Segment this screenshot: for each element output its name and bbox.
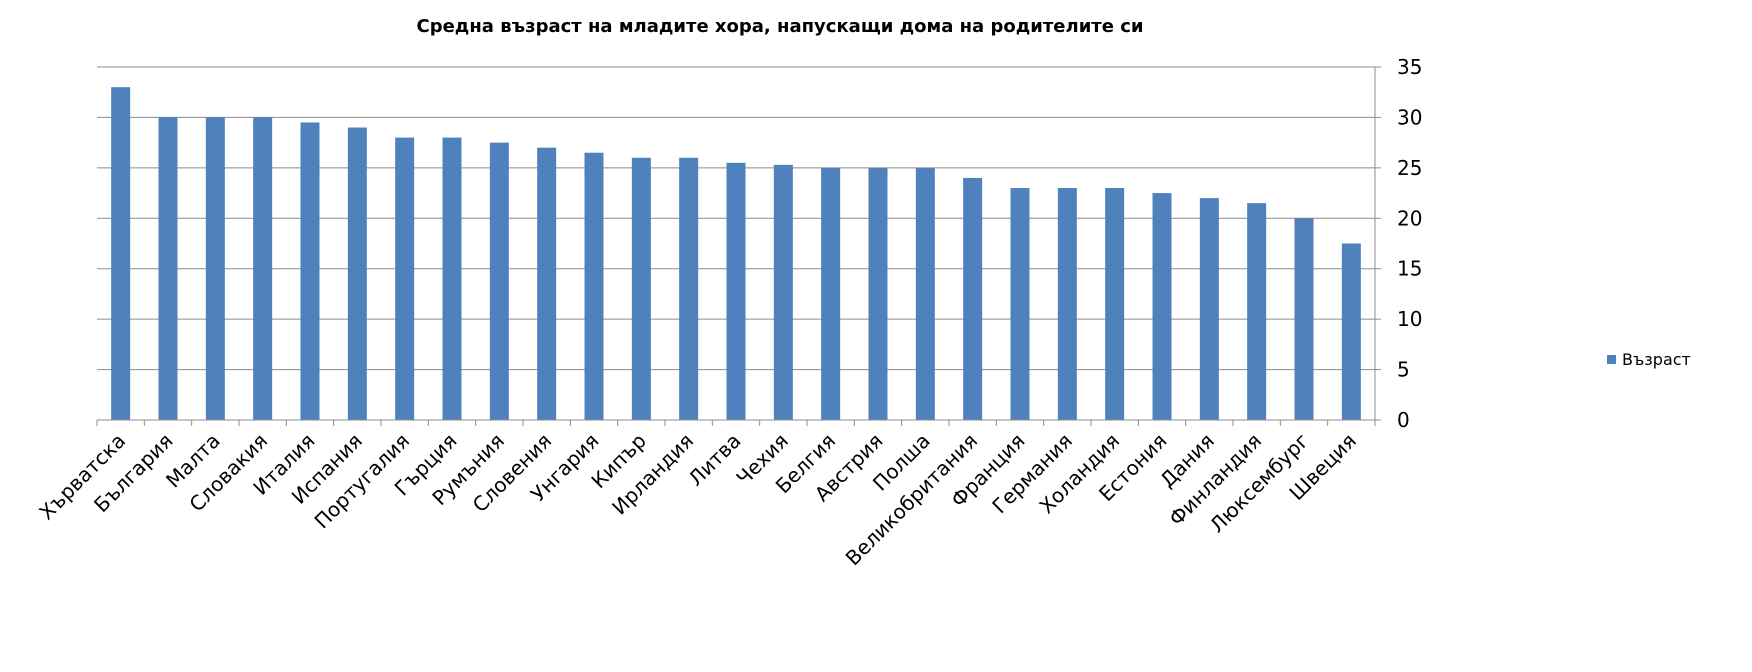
bar xyxy=(1057,188,1077,420)
bar xyxy=(773,164,793,420)
y-tick-label: 5 xyxy=(1397,358,1410,382)
bar xyxy=(111,87,131,421)
bar xyxy=(1152,193,1172,420)
bar xyxy=(915,167,935,420)
bar xyxy=(300,122,320,420)
y-tick-label: 30 xyxy=(1397,105,1422,129)
category-label: Литва xyxy=(683,429,745,491)
y-tick-label: 20 xyxy=(1397,206,1422,230)
y-tick-label: 35 xyxy=(1397,55,1422,79)
bar xyxy=(1199,198,1219,420)
legend-label: Възраст xyxy=(1622,350,1691,369)
bar xyxy=(631,157,651,420)
bar xyxy=(1010,188,1030,420)
bar xyxy=(1247,203,1267,420)
y-tick-label: 15 xyxy=(1397,257,1422,281)
bar xyxy=(963,177,983,420)
legend-swatch xyxy=(1607,355,1616,364)
bar xyxy=(1105,188,1125,420)
bar xyxy=(347,127,367,420)
bar xyxy=(679,157,699,420)
bar xyxy=(442,137,462,420)
bar xyxy=(537,147,557,420)
bar xyxy=(726,162,746,421)
bar xyxy=(253,117,273,420)
bar xyxy=(584,152,604,420)
bar xyxy=(821,167,841,420)
y-tick-label: 0 xyxy=(1397,408,1410,432)
chart-title: Средна възраст на младите хора, напускащ… xyxy=(416,16,1144,37)
bar xyxy=(158,117,178,420)
y-tick-label: 25 xyxy=(1397,156,1422,180)
bar xyxy=(395,137,415,420)
bar xyxy=(1294,218,1314,420)
bar xyxy=(1341,243,1361,420)
legend: Възраст xyxy=(1607,350,1691,369)
y-tick-label: 10 xyxy=(1397,307,1422,331)
bar xyxy=(868,167,888,420)
bar xyxy=(205,117,225,420)
bar xyxy=(489,142,509,420)
